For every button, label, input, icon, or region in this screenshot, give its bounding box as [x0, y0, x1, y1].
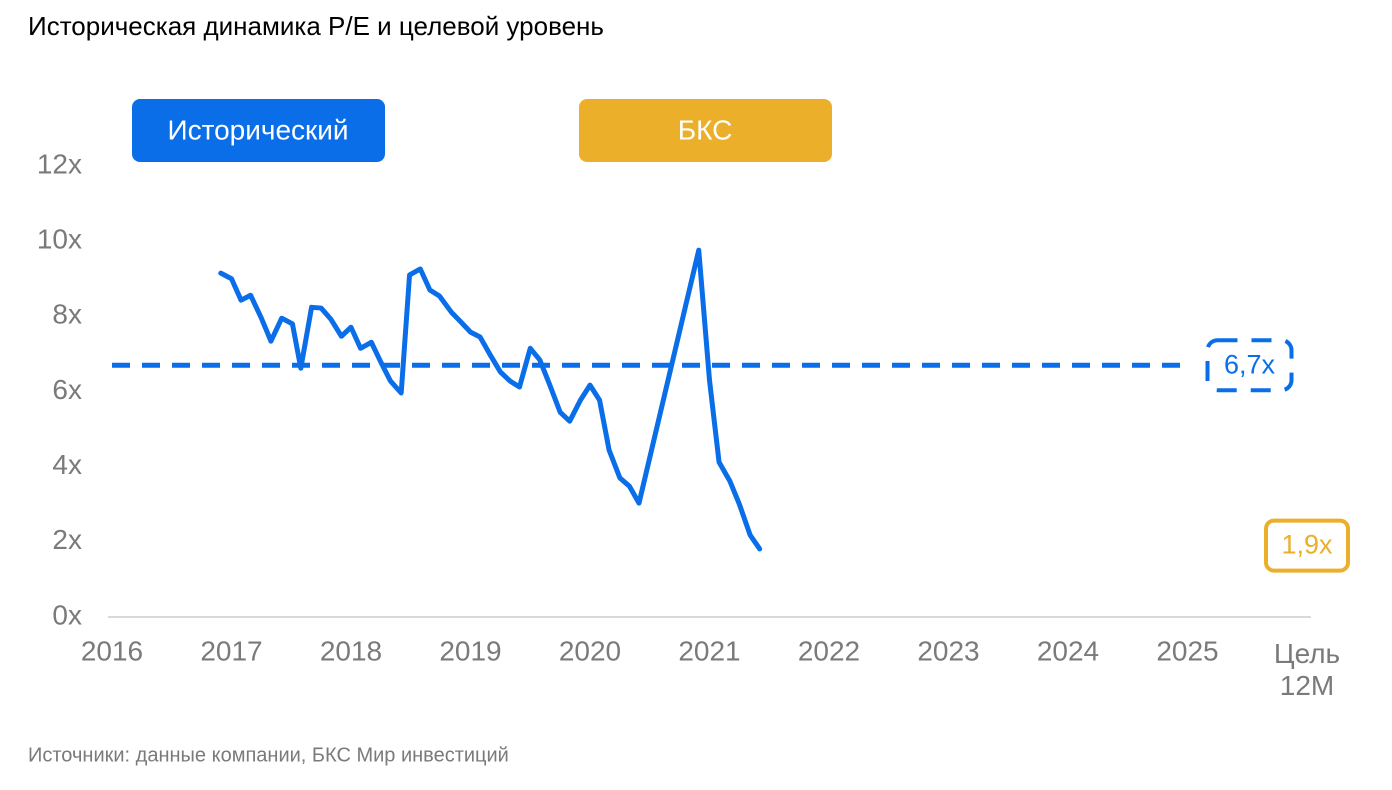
- x-tick-label: 2019: [439, 635, 501, 666]
- average-label: 6,7x: [1224, 349, 1276, 379]
- target-label: 1,9x: [1281, 530, 1333, 560]
- y-tick-label: 12x: [37, 148, 82, 179]
- x-tick-label: 2023: [917, 635, 979, 666]
- source: Источники: данные компании, БКС Мир инве…: [28, 744, 509, 766]
- x-tick-label: Цель 12M: [1273, 638, 1341, 701]
- average-label-box: [1205, 338, 1294, 393]
- y-tick-label: 0x: [52, 599, 82, 630]
- chart-title: Историческая динамика P/E и целевой уров…: [28, 11, 604, 41]
- x-tick-label: 2020: [559, 635, 621, 666]
- x-tick-label: 2018: [320, 635, 382, 666]
- line: [218, 247, 763, 552]
- x-tick-label: 2017: [200, 635, 262, 666]
- x-tick-label: 2025: [1156, 635, 1218, 666]
- y-tick-label: 10x: [37, 224, 82, 255]
- x-tick-label: 2024: [1037, 635, 1099, 666]
- legend-box: [579, 99, 832, 162]
- y-tick-label: 4x: [52, 449, 82, 480]
- legend-label: БКС: [678, 114, 733, 145]
- x-tick-label: 2022: [798, 635, 860, 666]
- y-tick-label: 2x: [52, 524, 82, 555]
- x-tick-label: 2016: [81, 635, 143, 666]
- y-tick-label: 6x: [52, 374, 82, 405]
- x-tick-label: 2021: [678, 635, 740, 666]
- target-box: [1264, 518, 1350, 573]
- y-tick-label: 8x: [52, 299, 82, 330]
- legend-box: [132, 99, 385, 162]
- legend-label: Исторический: [167, 114, 348, 145]
